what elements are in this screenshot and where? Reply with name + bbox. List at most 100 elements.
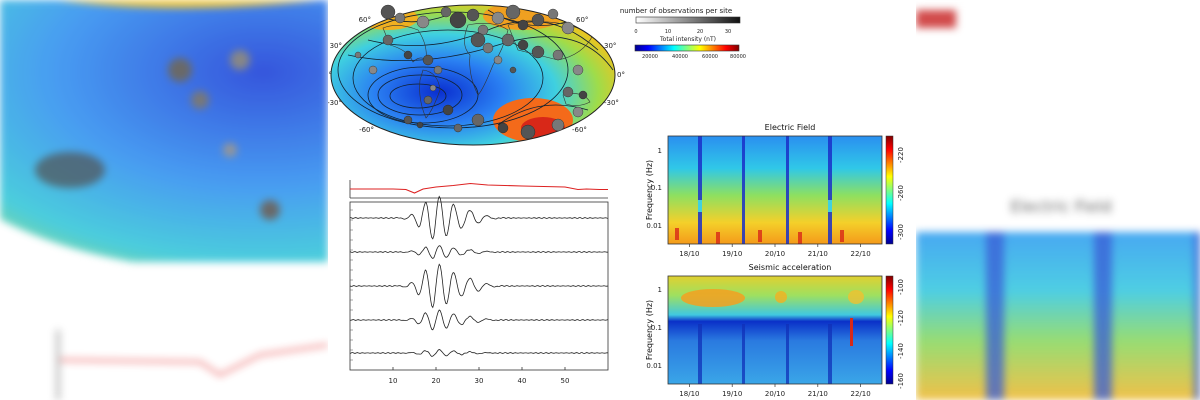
observation-site-dot (531, 13, 545, 27)
observation-site-dot (382, 34, 394, 46)
electric-field-gap-stripe (786, 136, 789, 244)
legend-observations-tick-10: 10 (665, 29, 671, 35)
observation-site-dot (505, 4, 521, 20)
sa-xtick-label: 19/10 (722, 390, 742, 398)
seismic-acceleration-colorbar (885, 275, 894, 385)
sa-xtick-label: 21/10 (808, 390, 828, 398)
seismogram-trace (349, 263, 609, 309)
electric-field-image (668, 136, 882, 244)
lat-label-left-m30: -30° (328, 99, 342, 107)
observation-site-dot (416, 15, 430, 29)
ef-ytick-1: 1 (658, 147, 662, 155)
seismogram-xtick-label: 20 (432, 377, 441, 385)
seismic-spike (850, 318, 853, 346)
observation-site-dot (470, 32, 486, 48)
observation-site-dot (440, 6, 452, 18)
right-background-art: Electric Field (916, 0, 1200, 400)
observation-site-dot (394, 12, 406, 24)
observation-site-dot (380, 4, 396, 20)
observation-site-dot (572, 64, 584, 76)
lat-label-right-30: 30° (604, 42, 616, 50)
observation-site-dot (449, 11, 467, 29)
electric-field-features (675, 136, 844, 244)
electric-field-stripe-highlight (828, 200, 832, 212)
ef-xtick-label: 22/10 (851, 250, 871, 258)
legend-intensity-tick-80000: 80000 (730, 54, 746, 60)
ef-xtick-label: 20/10 (765, 250, 785, 258)
observation-site-dot (497, 122, 509, 134)
seismogram-trace (349, 245, 609, 260)
observation-site-dot (453, 123, 463, 133)
observation-site-dot (578, 90, 588, 100)
electric-field-spectrogram: Electric Field Frequency (Hz) 1 0.1 0.01… (645, 123, 905, 258)
seismogram-x-axis: 10 20 30 40 50 (350, 209, 570, 385)
seismic-acceleration-x-ticks: 18/10 19/10 20/10 21/10 22/10 (679, 384, 871, 398)
electric-field-hot-spot (798, 232, 802, 244)
left-blurred-background (0, 0, 328, 400)
seismogram-panel: 10 20 30 40 50 (349, 180, 609, 385)
observation-site-dot (517, 19, 529, 31)
seismogram-xtick-label: 50 (561, 377, 570, 385)
seismogram-traces (349, 182, 609, 357)
observation-site-dot (491, 11, 505, 25)
observation-site-dot (442, 104, 454, 116)
seismic-quiet-stripe (828, 324, 832, 384)
observation-site-dot (551, 118, 565, 132)
seismic-quiet-stripe (698, 324, 702, 384)
lat-label-left-m60: -60° (359, 126, 374, 134)
ef-cbar-tick-260: -260 (897, 185, 905, 201)
legend-observations-title: number of observations per site (620, 7, 732, 15)
observation-site-dot (562, 86, 574, 98)
seismic-acceleration-colorbar-ticks: -100 -120 -140 -160 (897, 279, 905, 389)
ef-xtick-label: 19/10 (722, 250, 742, 258)
sa-cbar-tick-140: -140 (897, 343, 905, 359)
observation-sites (354, 4, 588, 140)
observation-site-dot (482, 42, 494, 54)
ef-ytick-01: 0.1 (651, 184, 662, 192)
seismic-quiet-stripe (742, 324, 745, 384)
seismic-acceleration-spectrogram: Seismic acceleration Frequency (Hz) 1 0.… (645, 263, 905, 398)
observation-site-dot (429, 84, 437, 92)
right-blurred-background: Electric Field (916, 0, 1200, 400)
legend-intensity-bar (634, 44, 740, 52)
lat-label-right-m30: -30° (604, 99, 619, 107)
ef-cbar-tick-300: -300 (897, 224, 905, 240)
sa-ytick-1: 1 (658, 286, 662, 294)
sa-cbar-tick-160: -160 (897, 373, 905, 389)
observation-site-dot (368, 65, 378, 75)
legend-observations-bar (635, 16, 741, 24)
electric-field-gap-stripe (828, 136, 832, 244)
seismic-acceleration-ylabel: Frequency (Hz) (645, 300, 654, 360)
sa-cbar-tick-100: -100 (897, 279, 905, 295)
electric-field-x-ticks: 18/10 19/10 20/10 21/10 22/10 (679, 244, 871, 258)
lat-label-right-60: 60° (576, 16, 588, 24)
ef-xtick-label: 18/10 (679, 250, 699, 258)
electric-field-hot-spot (758, 230, 762, 242)
observation-site-dot (531, 45, 545, 59)
seismic-acceleration-title: Seismic acceleration (749, 263, 832, 272)
observation-site-dot (493, 55, 503, 65)
seismogram-xtick-label: 40 (518, 377, 527, 385)
figure-panel: 60° 30° 0° -30° -60° 60° 30° 0° -30° -60… (328, 0, 916, 400)
electric-field-hot-spot (675, 228, 679, 240)
observation-site-dot (547, 8, 559, 20)
figure-canvas: 60° 30° 0° -30° -60° 60° 30° 0° -30° -60… (328, 4, 905, 398)
observation-site-dot (471, 113, 485, 127)
lat-label-left-60: 60° (359, 16, 371, 24)
electric-field-colorbar (885, 135, 894, 245)
map-legend: number of observations per site 0 10 20 … (620, 7, 746, 60)
observation-site-dot (572, 106, 584, 118)
lat-label-right-m60: -60° (572, 126, 587, 134)
legend-intensity-tick-20000: 20000 (642, 54, 658, 60)
observation-site-dot (354, 51, 362, 59)
electric-field-hot-spot (716, 232, 720, 244)
seismogram-trace (350, 182, 608, 194)
electric-field-title: Electric Field (765, 123, 816, 132)
electric-field-stripe-highlight (698, 200, 702, 212)
observation-site-dot (520, 124, 536, 140)
seismic-acceleration-y-ticks: 1 0.1 0.01 (646, 286, 662, 370)
world-map: 60° 30° 0° -30° -60° 60° 30° 0° -30° -60… (328, 4, 625, 146)
sa-xtick-label: 22/10 (851, 390, 871, 398)
seismic-quiet-stripe (786, 324, 789, 384)
legend-observations-tick-0: 0 (634, 29, 637, 35)
